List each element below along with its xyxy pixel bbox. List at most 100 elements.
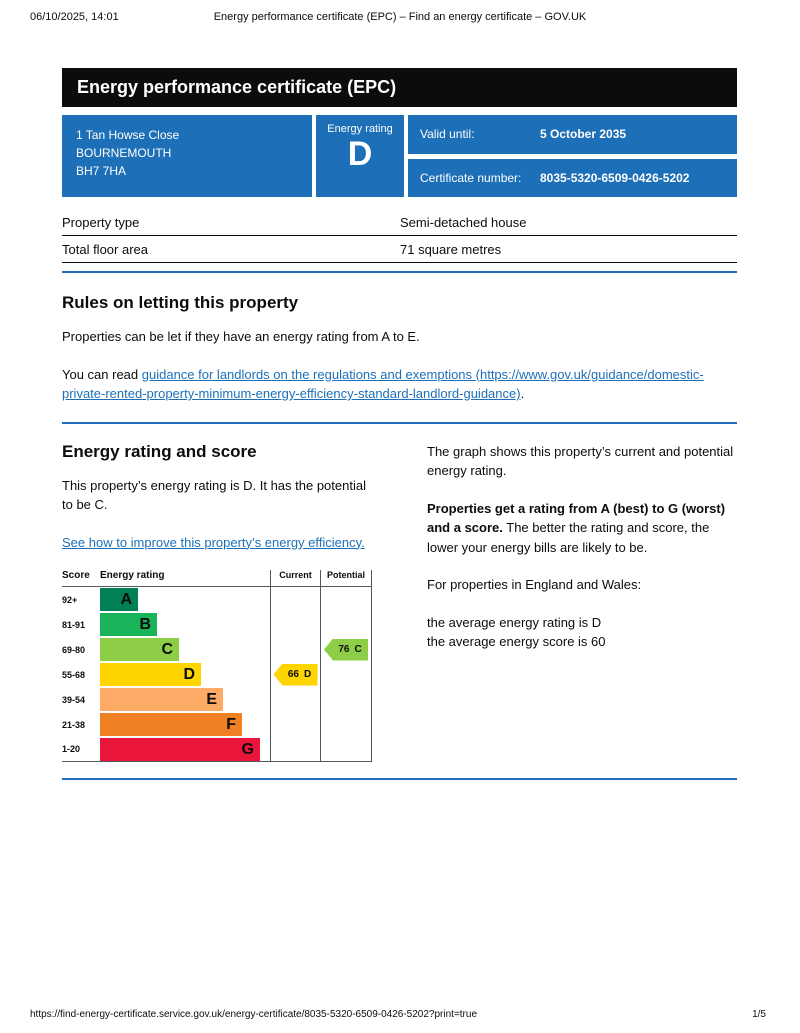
- potential-column-cell: [320, 687, 372, 712]
- epc-band-f: 21-38 F: [62, 712, 372, 737]
- potential-column-cell: [320, 587, 372, 612]
- band-bar: G: [100, 738, 260, 761]
- address-line: 1 Tan Howse Close: [76, 128, 180, 142]
- averages-block: the average energy rating is D the avera…: [427, 613, 737, 652]
- band-bar-area: B: [100, 612, 270, 637]
- band-bar-area: C: [100, 637, 270, 662]
- chart-header-rating: Energy rating: [100, 570, 165, 581]
- letting-rules-text: Properties can be let if they have an en…: [62, 329, 420, 344]
- rules-heading: Rules on letting this property: [62, 293, 299, 312]
- certificate-number-row: Certificate number: 8035-5320-6509-0426-…: [408, 158, 737, 197]
- band-bar: F: [100, 713, 242, 736]
- energy-rating-heading: Energy rating and score: [62, 441, 257, 461]
- current-column-cell: [270, 637, 320, 662]
- graph-description: The graph shows this property’s current …: [427, 443, 734, 479]
- current-column-cell: [270, 612, 320, 637]
- print-datetime: 06/10/2025, 14:01: [30, 11, 119, 23]
- band-bar: B: [100, 613, 157, 636]
- guidance-suffix: .: [520, 386, 525, 401]
- chart-header-score: Score: [62, 570, 90, 581]
- band-bar-area: A: [100, 587, 270, 612]
- valid-until-row: Valid until: 5 October 2035: [408, 115, 737, 154]
- potential-rating-tag-letter: C: [354, 644, 362, 655]
- band-bar: D: [100, 663, 201, 686]
- potential-column-cell: [320, 612, 372, 637]
- property-address: 1 Tan Howse Close BOURNEMOUTH BH7 7HA: [62, 115, 312, 197]
- band-score-range: 69-80: [62, 644, 86, 655]
- property-type-label: Property type: [62, 215, 140, 230]
- section-divider: [62, 778, 737, 780]
- chart-header-current: Current: [270, 570, 320, 586]
- print-header: 06/10/2025, 14:01 Energy performance cer…: [0, 11, 800, 23]
- rating-summary-text: This property’s energy rating is D. It h…: [62, 477, 366, 513]
- rating-explanation-rest: The better the rating and score, the low…: [427, 520, 710, 555]
- section-divider: [62, 271, 737, 273]
- england-wales-text: For properties in England and Wales:: [427, 577, 642, 592]
- page-number: 1/5: [752, 1009, 766, 1020]
- landlord-guidance-link[interactable]: guidance for landlords on the regulation…: [62, 366, 704, 402]
- rating-right-column: The graph shows this property’s current …: [427, 442, 737, 763]
- potential-rating-tag: 76 C: [324, 638, 368, 661]
- average-rating-line: the average energy rating is D: [427, 614, 602, 630]
- band-score-range: 39-54: [62, 694, 86, 705]
- improve-efficiency-link[interactable]: See how to improve this property’s energ…: [62, 534, 365, 550]
- band-score-range: 92+: [62, 594, 78, 605]
- band-bar: C: [100, 638, 179, 661]
- address-line: BH7 7HA: [76, 164, 127, 178]
- chart-header-potential: Potential: [320, 570, 372, 586]
- current-column-cell: [270, 587, 320, 612]
- property-type-row: Property type Semi-detached house: [62, 209, 737, 236]
- band-bar-area: F: [100, 712, 270, 737]
- floor-area-row: Total floor area 71 square metres: [62, 236, 737, 263]
- band-letter: B: [139, 615, 151, 633]
- energy-rating-label: Energy rating: [327, 123, 393, 135]
- band-letter: G: [241, 740, 254, 758]
- band-letter: F: [226, 715, 236, 733]
- band-score-range: 21-38: [62, 719, 86, 730]
- guidance-prefix: You can read: [62, 366, 142, 382]
- guidance-paragraph: You can read guidance for landlords on t…: [62, 365, 737, 404]
- band-letter: A: [120, 590, 132, 608]
- floor-area-label: Total floor area: [62, 242, 148, 257]
- band-bar: A: [100, 588, 138, 611]
- current-column-cell: 66 D: [270, 662, 320, 687]
- epc-band-d: 55-68 D 66 D: [62, 662, 372, 687]
- epc-banner: Energy performance certificate (EPC): [62, 68, 737, 107]
- summary-panel: 1 Tan Howse Close BOURNEMOUTH BH7 7HA En…: [62, 115, 737, 197]
- average-score-line: the average energy score is 60: [427, 634, 606, 649]
- print-title: Energy performance certificate (EPC) – F…: [213, 11, 587, 23]
- potential-column-cell: [320, 712, 372, 737]
- valid-until-label: Valid until:: [420, 127, 475, 142]
- potential-column-cell: 76 C: [320, 637, 372, 662]
- energy-rating-value: D: [347, 135, 373, 173]
- epc-band-a: 92+ A: [62, 587, 372, 612]
- current-column-cell: [270, 712, 320, 737]
- band-bar-area: G: [100, 737, 270, 761]
- epc-band-c: 69-80 C 76 C: [62, 637, 372, 662]
- epc-band-b: 81-91 B: [62, 612, 372, 637]
- current-column-cell: [270, 737, 320, 761]
- certificate-meta: Valid until: 5 October 2035 Certificate …: [408, 115, 737, 197]
- improve-paragraph: See how to improve this property’s energ…: [62, 533, 372, 553]
- current-rating-tag-letter: D: [303, 669, 312, 680]
- potential-rating-tag-score: 76: [338, 644, 350, 655]
- band-letter: E: [206, 690, 217, 708]
- epc-band-e: 39-54 E: [62, 687, 372, 712]
- rating-left-column: Energy rating and score This property’s …: [62, 441, 372, 762]
- address-line: BOURNEMOUTH: [76, 146, 172, 160]
- rating-explanation: Properties get a rating from A (best) to…: [427, 499, 737, 558]
- certificate-number-value: 8035-5320-6509-0426-5202: [540, 170, 690, 185]
- energy-rating-box: Energy rating D: [316, 115, 404, 197]
- band-score-range: 1-20: [62, 744, 81, 754]
- band-bar-area: D: [100, 662, 270, 687]
- print-footer: https://find-energy-certificate.service.…: [30, 1009, 766, 1020]
- rating-explanation-bold: Properties get a rating from A (best) to…: [427, 500, 726, 536]
- band-letter: C: [161, 640, 173, 658]
- epc-banner-title: Energy performance certificate (EPC): [77, 77, 397, 97]
- property-table: Property type Semi-detached house Total …: [62, 209, 737, 263]
- band-bar-area: E: [100, 687, 270, 712]
- band-bar: E: [100, 688, 223, 711]
- band-letter: D: [183, 665, 195, 683]
- current-rating-tag: 66 D: [273, 663, 318, 686]
- chart-header-row: Score Energy rating Current Potential: [62, 570, 372, 587]
